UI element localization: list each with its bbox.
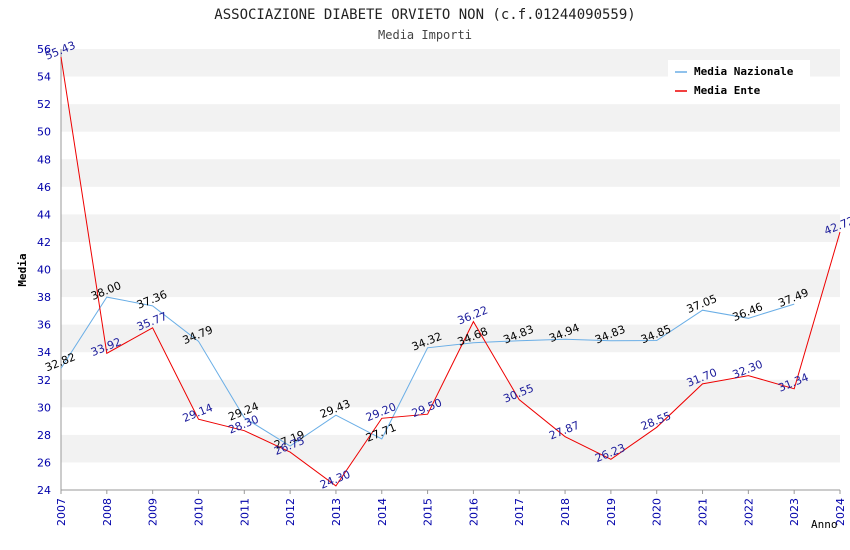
x-tick-label: 2014 <box>376 498 389 526</box>
x-axis-label: Anno <box>811 518 838 531</box>
x-tick-label: 2009 <box>147 498 160 526</box>
y-tick-label: 42 <box>37 236 51 249</box>
x-tick-label: 2021 <box>697 498 710 526</box>
x-tick-label: 2020 <box>651 498 664 526</box>
grid-bands <box>61 49 840 463</box>
series-line-media-nazionale <box>60 296 795 447</box>
y-tick-label: 56 <box>37 43 51 56</box>
x-tick-label: 2007 <box>55 498 68 526</box>
x-tick-label: 2019 <box>605 498 618 526</box>
x-tick-label: 2018 <box>559 498 572 526</box>
grid-band <box>61 214 840 242</box>
x-tick-label: 2013 <box>330 498 343 526</box>
data-label: 24.30 <box>318 468 352 492</box>
x-tick-label: 2024 <box>834 498 847 526</box>
y-tick-label: 54 <box>37 71 51 84</box>
x-tick-label: 2022 <box>742 498 755 526</box>
x-tick-label: 2010 <box>192 498 205 526</box>
data-label: 36.46 <box>731 300 765 324</box>
axes <box>60 49 840 491</box>
legend-label-media-nazionale: Media Nazionale <box>694 65 794 78</box>
legend-label-media-ente: Media Ente <box>694 84 761 97</box>
x-tick-label: 2008 <box>101 498 114 526</box>
y-tick-label: 50 <box>37 126 51 139</box>
grid-band <box>61 324 840 353</box>
grid-band <box>61 104 840 132</box>
x-tick-label: 2017 <box>513 498 526 526</box>
grid-band <box>61 379 840 408</box>
y-tick-label: 26 <box>37 456 51 469</box>
y-tick-label: 38 <box>37 291 51 304</box>
chart-subtitle: Media Importi <box>378 28 472 42</box>
grid-band <box>61 159 840 187</box>
chart-title: ASSOCIAZIONE DIABETE ORVIETO NON (c.f.01… <box>214 7 635 23</box>
y-tick-label: 32 <box>37 374 51 387</box>
x-axis-ticks: 2007 2008 2009 2010 2011 2012 2013 2014 2015 2016… <box>55 490 847 526</box>
x-tick-label: 2012 <box>284 498 297 526</box>
data-label: 28.55 <box>639 409 673 433</box>
grid-band <box>61 269 840 298</box>
y-tick-label: 52 <box>37 98 51 111</box>
y-tick-label: 30 <box>37 401 51 414</box>
y-tick-label: 44 <box>37 208 51 221</box>
y-tick-label: 36 <box>37 319 51 332</box>
y-tick-label: 24 <box>37 484 51 497</box>
y-tick-label: 40 <box>37 264 51 277</box>
y-axis-label: Media <box>16 253 29 286</box>
data-label: 32.30 <box>731 358 765 382</box>
y-tick-label: 34 <box>37 346 51 359</box>
x-tick-label: 2011 <box>238 498 251 526</box>
y-tick-label: 48 <box>37 153 51 166</box>
y-tick-label: 28 <box>37 429 51 442</box>
legend-box <box>668 60 810 104</box>
x-tick-label: 2023 <box>788 498 801 526</box>
x-tick-label: 2016 <box>467 498 480 526</box>
series-line-media-ente <box>60 56 841 487</box>
grid-band <box>61 434 840 463</box>
y-tick-label: 46 <box>37 181 51 194</box>
y-axis-ticks: 24 26 28 30 32 34 36 38 40 42 44 46 48 50 52 54 56 <box>37 43 51 497</box>
series-lines <box>60 56 841 487</box>
legend: Media Nazionale Media Ente <box>668 60 810 104</box>
x-tick-label: 2015 <box>422 498 435 526</box>
